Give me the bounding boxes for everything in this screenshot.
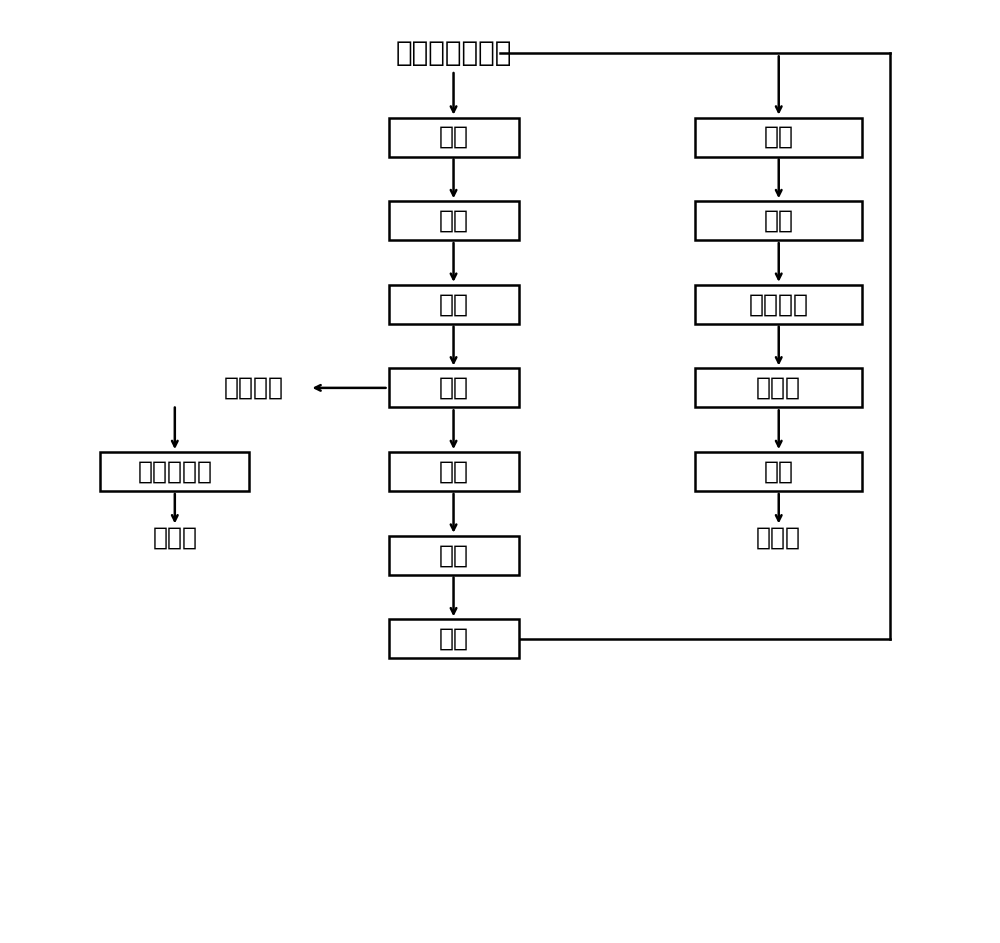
Bar	[695, 452, 862, 491]
Text: 废旧锂离子电池: 废旧锂离子电池	[395, 40, 512, 67]
Bar	[389, 118, 519, 157]
Text: 焙烧: 焙烧	[439, 376, 469, 400]
Text: 烘干: 烘干	[764, 125, 794, 149]
Text: 高温还原: 高温还原	[749, 292, 809, 316]
Text: 过滤: 过滤	[439, 627, 469, 651]
Bar	[389, 536, 519, 574]
Text: 拆解: 拆解	[439, 208, 469, 233]
Text: 调浆: 调浆	[764, 208, 794, 233]
Text: 破碎: 破碎	[439, 292, 469, 316]
Text: 水浸出: 水浸出	[756, 376, 801, 400]
Text: 氟化钙: 氟化钙	[152, 525, 197, 550]
Text: 石灰水吸收: 石灰水吸收	[137, 459, 212, 484]
Bar	[695, 118, 862, 157]
Text: 过滤: 过滤	[764, 459, 794, 484]
Text: 碱洗: 碱洗	[439, 543, 469, 567]
Bar	[389, 201, 519, 240]
Text: 含氟废气: 含氟废气	[224, 376, 284, 400]
Bar	[389, 452, 519, 491]
Bar	[695, 369, 862, 407]
Bar	[389, 369, 519, 407]
Bar	[695, 285, 862, 323]
Bar	[389, 620, 519, 658]
Text: 放电: 放电	[439, 125, 469, 149]
Text: 浸出液: 浸出液	[756, 525, 801, 550]
Bar	[389, 285, 519, 323]
Bar	[695, 201, 862, 240]
Text: 筛分: 筛分	[439, 459, 469, 484]
Bar	[100, 452, 249, 491]
